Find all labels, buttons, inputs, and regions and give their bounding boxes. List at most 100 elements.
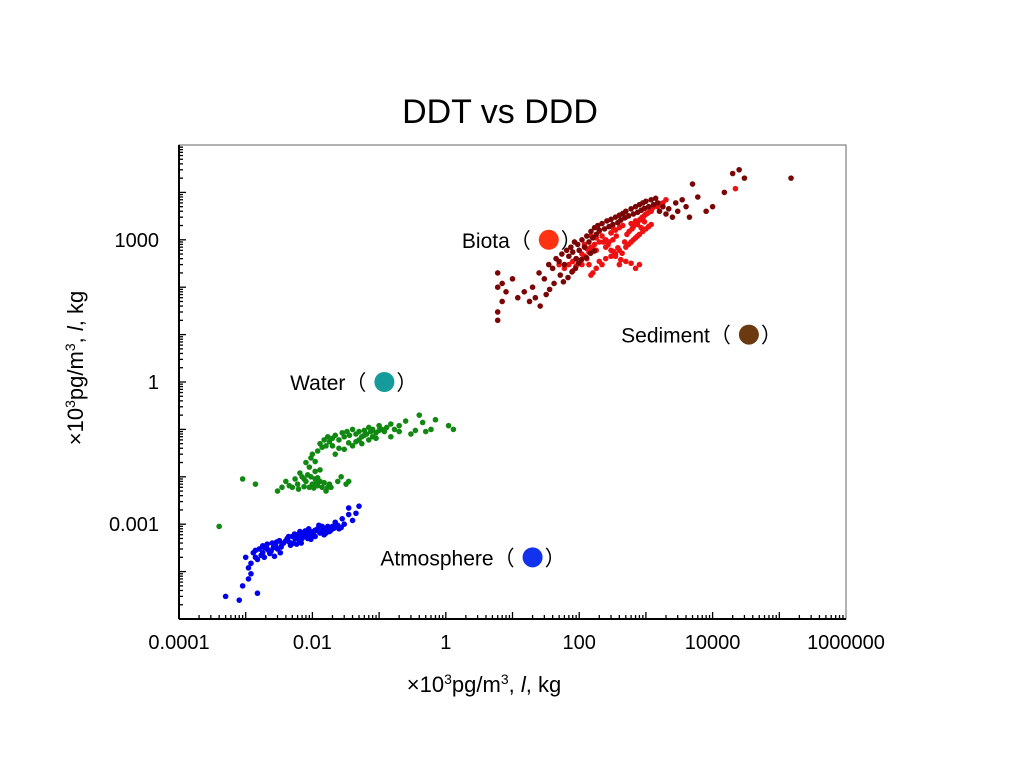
scatter-point	[303, 459, 309, 466]
scatter-point	[323, 443, 329, 449]
scatter-point	[563, 247, 570, 254]
y-axis-label: ×103pg/m3, l, kg	[62, 291, 88, 445]
scatter-point	[494, 309, 501, 315]
scatter-point	[623, 258, 629, 265]
scatter-point	[445, 422, 452, 429]
scatter-point	[388, 433, 394, 440]
scatter-point	[408, 431, 414, 437]
scatter-point	[311, 485, 317, 491]
scatter-point	[388, 421, 394, 427]
scatter-point	[600, 239, 607, 245]
scatter-point	[314, 448, 321, 454]
scatter-point	[572, 265, 579, 272]
scatter-point	[252, 547, 259, 554]
scatter-point	[703, 208, 709, 215]
scatter-point	[601, 226, 608, 232]
scatter-point	[632, 265, 639, 272]
scatter-point	[298, 531, 305, 537]
scatter-point	[419, 419, 426, 426]
scatter-point	[356, 428, 362, 435]
scatter-point	[312, 468, 318, 475]
scatter-point	[569, 249, 576, 255]
scatter-point	[669, 214, 676, 220]
scatter-point	[285, 533, 292, 540]
scatter-point	[422, 428, 429, 435]
scatter-point	[593, 265, 600, 272]
scatter-point	[729, 170, 736, 177]
scatter-point	[494, 270, 501, 276]
scatter-point	[259, 543, 266, 549]
scatter-point	[345, 511, 352, 518]
scatter-point	[559, 251, 565, 257]
scatter-point	[321, 437, 327, 443]
scatter-point	[590, 235, 596, 241]
scatter-point	[242, 554, 249, 561]
scatter-point	[586, 261, 592, 268]
x-tick-label: 1	[440, 632, 451, 654]
scatter-point	[546, 286, 553, 293]
scatter-point	[721, 189, 728, 196]
scatter-point	[324, 523, 331, 530]
scatter-point	[663, 196, 669, 203]
scatter-point	[358, 440, 365, 447]
scatter-point	[529, 284, 536, 291]
scatter-point	[509, 276, 516, 282]
scatter-point	[625, 213, 632, 219]
scatter-point	[319, 484, 325, 491]
scatter-point	[526, 298, 533, 305]
scatter-point	[316, 528, 322, 535]
scatter-point	[353, 438, 359, 445]
scatter-point	[353, 510, 359, 517]
scatter-point	[332, 451, 339, 457]
scatter-point	[381, 428, 388, 435]
legend-bracket: ）	[761, 325, 782, 348]
x-tick-label: 10000	[685, 632, 741, 654]
scatter-point	[561, 261, 568, 268]
scatter-point	[412, 427, 419, 434]
scatter-point	[336, 445, 342, 452]
scatter-point	[674, 208, 681, 215]
scatter-point	[308, 536, 314, 543]
scatter-point	[278, 544, 284, 550]
scatter-point	[536, 270, 542, 276]
scatter-point	[621, 239, 628, 245]
scatter-point	[736, 166, 742, 173]
scatter-point	[349, 426, 356, 433]
scatter-point	[586, 239, 592, 245]
scatter-point	[254, 590, 261, 597]
scatter-point	[608, 253, 614, 260]
scatter-point	[268, 548, 274, 554]
scatter-point	[610, 221, 616, 228]
scatter-point	[274, 488, 281, 494]
scatter-point	[259, 549, 266, 556]
scatter-point	[402, 418, 409, 424]
legend-marker	[374, 372, 395, 392]
scatter-point	[331, 525, 337, 532]
scatter-point	[663, 211, 669, 217]
scatter-point	[557, 272, 564, 278]
scatter-point	[298, 540, 305, 546]
legend-label: Biota（	[462, 230, 531, 253]
y-tick-label: 1	[148, 372, 159, 394]
scatter-point	[660, 203, 666, 210]
scatter-point	[521, 288, 528, 295]
scatter-point	[376, 427, 382, 434]
scatter-point	[629, 226, 635, 232]
scatter-point	[556, 258, 562, 265]
scatter-point	[596, 239, 603, 245]
scatter-point	[279, 484, 285, 491]
scatter-point	[596, 227, 603, 233]
scatter-point	[610, 237, 616, 243]
scatter-point	[605, 242, 611, 248]
legend-label: Atmosphere（	[380, 547, 514, 570]
scatter-point	[312, 533, 318, 540]
legend-label: Sediment（	[621, 325, 731, 348]
scatter-point	[654, 200, 661, 206]
scatter-point	[636, 261, 643, 268]
y-tick-label: 1000	[115, 230, 160, 252]
scatter-point	[293, 541, 300, 547]
scatter-point	[503, 288, 509, 295]
scatter-point	[239, 476, 246, 482]
scatter-point	[271, 553, 278, 560]
